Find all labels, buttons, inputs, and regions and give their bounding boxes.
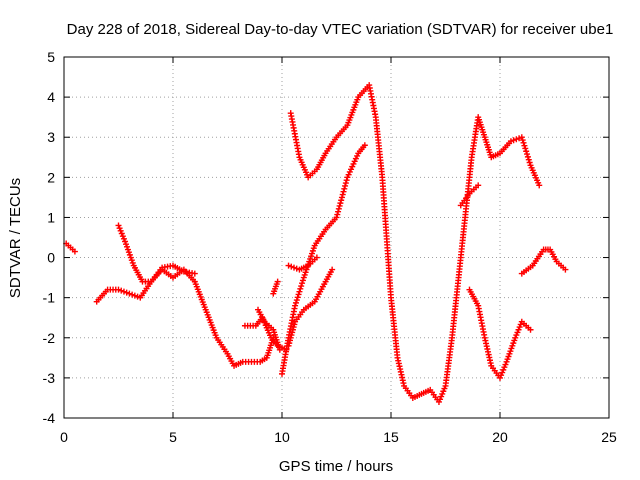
data-point — [118, 287, 125, 294]
y-tick-label: 0 — [47, 250, 55, 266]
x-tick-label: 25 — [601, 429, 617, 445]
data-point — [294, 294, 301, 301]
data-point — [335, 208, 342, 215]
data-point — [276, 346, 283, 353]
data-point — [293, 297, 300, 304]
x-tick-label: 15 — [383, 429, 399, 445]
data-point — [292, 302, 299, 309]
data-point — [134, 293, 141, 300]
y-tick-label: -3 — [43, 370, 56, 386]
chart-title: Day 228 of 2018, Sidereal Day-to-day VTE… — [67, 21, 614, 38]
data-point — [342, 180, 349, 187]
data-point — [519, 137, 526, 144]
x-tick-label: 10 — [274, 429, 290, 445]
data-point — [337, 200, 344, 207]
y-tick-label: 4 — [47, 89, 55, 105]
data-point — [520, 139, 527, 146]
data-point — [274, 278, 281, 285]
data-point — [526, 159, 533, 166]
series-arc-5 — [255, 306, 283, 353]
data-point — [285, 262, 292, 269]
data-point — [123, 289, 130, 296]
data-point — [288, 263, 295, 270]
data-point — [292, 299, 299, 306]
data-point — [129, 291, 136, 298]
data-point — [536, 182, 543, 189]
x-tick-label: 0 — [60, 429, 68, 445]
data-point — [329, 266, 336, 273]
data-point — [343, 177, 350, 184]
x-axis-label: GPS time / hours — [279, 458, 393, 475]
data-point — [295, 291, 302, 298]
data-point — [299, 280, 306, 287]
data-point — [296, 288, 303, 295]
x-tick-label: 5 — [169, 429, 177, 445]
series-arc-1 — [63, 240, 78, 255]
data-point — [527, 326, 534, 333]
data-point — [518, 134, 525, 141]
data-point — [71, 248, 78, 255]
data-point — [313, 254, 320, 261]
data-point — [131, 292, 138, 299]
data-point — [523, 148, 530, 155]
series-arc-12 — [466, 286, 534, 381]
series-arc-11 — [457, 182, 482, 209]
data-point — [342, 182, 349, 189]
y-tick-label: -4 — [43, 410, 56, 426]
series-arc-13 — [518, 246, 569, 277]
x-tick-label: 20 — [492, 429, 508, 445]
data-point — [524, 153, 531, 160]
y-tick-label: 1 — [47, 209, 55, 225]
data-point — [525, 156, 532, 163]
data-point — [340, 188, 347, 195]
data-point — [299, 277, 306, 284]
data-point — [475, 182, 482, 189]
series-arc-9 — [285, 266, 336, 349]
data-point — [507, 138, 514, 145]
data-point — [336, 202, 343, 209]
y-tick-label: 3 — [47, 129, 55, 145]
data-point — [297, 285, 304, 292]
data-point — [341, 185, 348, 192]
series-arc-8 — [285, 254, 320, 273]
data-point — [191, 270, 198, 277]
y-tick-label: 5 — [47, 49, 55, 65]
y-axis-label: SDTVAR / TECUs — [7, 178, 24, 298]
plot-frame — [63, 56, 610, 419]
data-point — [290, 264, 297, 271]
data-point — [338, 194, 345, 201]
data-point — [115, 286, 122, 293]
data-point — [562, 266, 569, 273]
data-point — [516, 135, 523, 142]
axis-ticks: 0 5 10 15 20 25 -4 -3 -2 -1 0 1 2 3 4 5 — [43, 49, 617, 445]
series-arc-6 — [270, 278, 281, 297]
data-point — [361, 142, 368, 149]
data-marks — [63, 82, 569, 405]
data-point — [510, 137, 517, 144]
data-point — [333, 214, 340, 221]
data-point — [298, 283, 305, 290]
data-point — [335, 205, 342, 212]
data-point — [120, 288, 127, 295]
y-tick-label: -1 — [43, 290, 56, 306]
grid — [64, 57, 609, 418]
data-point — [522, 145, 529, 152]
y-tick-label: 2 — [47, 169, 55, 185]
data-point — [334, 211, 341, 218]
data-point — [513, 136, 520, 143]
y-tick-label: -2 — [43, 330, 56, 346]
data-point — [126, 290, 133, 297]
data-point — [524, 151, 531, 158]
series-arc-10 — [287, 82, 543, 405]
data-point — [521, 142, 528, 149]
data-point — [338, 197, 345, 204]
data-point — [339, 191, 346, 198]
